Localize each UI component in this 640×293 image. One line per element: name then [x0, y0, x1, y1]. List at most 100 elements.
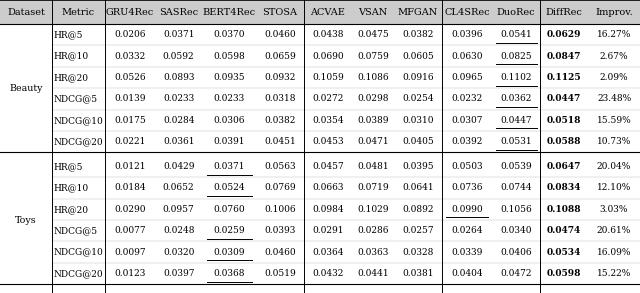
Text: SASRec: SASRec [159, 8, 198, 16]
Text: 0.0588: 0.0588 [547, 137, 582, 146]
Text: 0.0475: 0.0475 [357, 30, 389, 39]
Text: 0.0598: 0.0598 [547, 269, 582, 278]
Text: 0.0472: 0.0472 [500, 269, 532, 278]
Bar [0, 0, 640, 24]
Text: 0.0298: 0.0298 [357, 94, 388, 103]
Text: 0.0539: 0.0539 [500, 162, 532, 171]
Text: 0.0392: 0.0392 [451, 137, 483, 146]
Text: 0.0659: 0.0659 [264, 52, 296, 61]
Text: Improv.: Improv. [595, 8, 633, 16]
Text: Beauty: Beauty [9, 84, 43, 93]
Text: 0.0254: 0.0254 [402, 94, 434, 103]
Text: 0.0453: 0.0453 [312, 137, 344, 146]
Text: 2.67%: 2.67% [600, 52, 628, 61]
Text: 0.0364: 0.0364 [312, 248, 344, 257]
Text: 0.0206: 0.0206 [114, 30, 146, 39]
Text: 0.0175: 0.0175 [114, 116, 146, 125]
Text: 0.0077: 0.0077 [114, 226, 146, 235]
Text: 0.0744: 0.0744 [500, 183, 532, 193]
Text: 0.0524: 0.0524 [214, 183, 245, 193]
Text: 0.0121: 0.0121 [114, 162, 146, 171]
Text: 0.0371: 0.0371 [214, 162, 245, 171]
Text: 0.0932: 0.0932 [264, 73, 296, 82]
Text: 16.27%: 16.27% [597, 30, 631, 39]
Text: 0.0397: 0.0397 [163, 269, 195, 278]
Text: 0.0429: 0.0429 [163, 162, 195, 171]
Text: GRU4Rec: GRU4Rec [106, 8, 154, 16]
Text: 0.0404: 0.0404 [451, 269, 483, 278]
Text: 0.0541: 0.0541 [500, 30, 532, 39]
Text: 0.0598: 0.0598 [214, 52, 245, 61]
Text: 0.0474: 0.0474 [547, 226, 581, 235]
Text: 0.1125: 0.1125 [547, 73, 582, 82]
Text: 0.0641: 0.0641 [402, 183, 434, 193]
Text: 0.0320: 0.0320 [163, 248, 195, 257]
Text: 0.0123: 0.0123 [114, 269, 145, 278]
Text: 0.0834: 0.0834 [547, 183, 582, 193]
Text: Dataset: Dataset [7, 8, 45, 16]
Text: 3.03%: 3.03% [600, 205, 628, 214]
Text: MFGAN: MFGAN [398, 8, 438, 16]
Text: 0.0630: 0.0630 [451, 52, 483, 61]
Text: 0.0447: 0.0447 [500, 116, 532, 125]
Text: 20.61%: 20.61% [597, 226, 631, 235]
Text: 0.0284: 0.0284 [163, 116, 195, 125]
Text: VSAN: VSAN [358, 8, 388, 16]
Text: DiffRec: DiffRec [546, 8, 582, 16]
Text: 0.1029: 0.1029 [357, 205, 388, 214]
Text: 0.0382: 0.0382 [402, 30, 433, 39]
Text: 0.0233: 0.0233 [163, 94, 195, 103]
Text: 0.0257: 0.0257 [402, 226, 434, 235]
Text: 0.0396: 0.0396 [451, 30, 483, 39]
Text: 0.0221: 0.0221 [114, 137, 145, 146]
Text: 0.0531: 0.0531 [500, 137, 532, 146]
Text: 0.0233: 0.0233 [214, 94, 245, 103]
Text: 0.0526: 0.0526 [114, 73, 146, 82]
Text: 0.0719: 0.0719 [357, 183, 388, 193]
Text: 0.0481: 0.0481 [357, 162, 388, 171]
Text: HR@5: HR@5 [54, 30, 83, 39]
Text: 0.0916: 0.0916 [402, 73, 434, 82]
Text: 0.0534: 0.0534 [547, 248, 581, 257]
Text: NDCG@5: NDCG@5 [54, 94, 98, 103]
Text: 16.09%: 16.09% [597, 248, 631, 257]
Text: ACVAE: ACVAE [310, 8, 346, 16]
Text: 0.0370: 0.0370 [214, 30, 245, 39]
Text: 0.0139: 0.0139 [114, 94, 146, 103]
Text: 0.1088: 0.1088 [547, 205, 582, 214]
Text: 0.0935: 0.0935 [214, 73, 245, 82]
Text: 12.10%: 12.10% [597, 183, 631, 193]
Text: 23.48%: 23.48% [597, 94, 631, 103]
Text: 0.0097: 0.0097 [114, 248, 146, 257]
Text: CL4SRec: CL4SRec [444, 8, 490, 16]
Text: 0.0652: 0.0652 [163, 183, 195, 193]
Text: 20.04%: 20.04% [597, 162, 631, 171]
Text: 0.0362: 0.0362 [500, 94, 532, 103]
Text: 0.0368: 0.0368 [214, 269, 245, 278]
Text: 0.0393: 0.0393 [264, 226, 296, 235]
Text: 0.1086: 0.1086 [357, 73, 388, 82]
Text: 0.0361: 0.0361 [163, 137, 195, 146]
Text: HR@20: HR@20 [54, 205, 89, 214]
Text: HR@5: HR@5 [54, 162, 83, 171]
Text: 0.0957: 0.0957 [163, 205, 195, 214]
Text: 0.0318: 0.0318 [264, 94, 296, 103]
Text: Metric: Metric [62, 8, 95, 16]
Text: NDCG@20: NDCG@20 [54, 137, 103, 146]
Text: 0.0291: 0.0291 [312, 226, 344, 235]
Text: 0.0592: 0.0592 [163, 52, 195, 61]
Text: 0.0690: 0.0690 [312, 52, 344, 61]
Text: 0.0629: 0.0629 [547, 30, 582, 39]
Text: 0.0893: 0.0893 [163, 73, 195, 82]
Text: 0.0441: 0.0441 [357, 269, 388, 278]
Text: 0.0432: 0.0432 [312, 269, 344, 278]
Text: 0.1006: 0.1006 [264, 205, 296, 214]
Text: 0.0391: 0.0391 [214, 137, 245, 146]
Text: Toys: Toys [15, 216, 36, 224]
Text: 0.0847: 0.0847 [547, 52, 581, 61]
Text: 0.0760: 0.0760 [214, 205, 245, 214]
Text: 0.1056: 0.1056 [500, 205, 532, 214]
Text: 0.0519: 0.0519 [264, 269, 296, 278]
Text: 2.09%: 2.09% [600, 73, 628, 82]
Text: 0.0184: 0.0184 [114, 183, 146, 193]
